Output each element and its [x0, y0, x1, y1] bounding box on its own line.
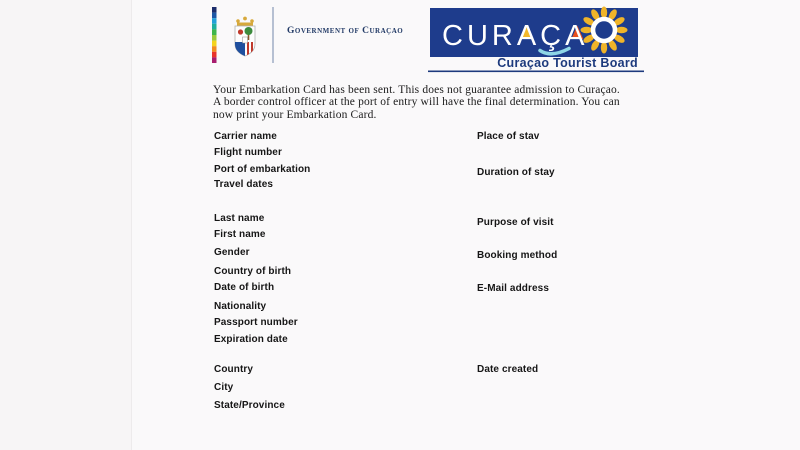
message-line: Your Embarkation Card has been sent. Thi… — [213, 84, 620, 96]
field-label-nationality: Nationality — [214, 301, 267, 312]
message-line: now print your Embarkation Card. — [213, 108, 377, 121]
field-label-date-of-birth: Date of birth — [214, 282, 275, 293]
government-of-curacao-label: Government of Curaçao — [287, 26, 404, 36]
field-label-travel-dates: Travel dates — [214, 179, 274, 190]
field-label-flight-number: Flight number — [214, 147, 282, 158]
curacao-wordmark: CURAÇA — [442, 20, 588, 52]
coat-of-arms-icon — [234, 16, 256, 57]
logo-divider — [272, 7, 274, 63]
confirmation-message: Your Embarkation Card has been sent. Thi… — [213, 84, 663, 121]
field-label-first-name: First name — [214, 229, 266, 240]
field-label-purpose-of-visit: Purpose of visit — [477, 217, 554, 228]
field-label-gender: Gender — [214, 247, 250, 258]
field-label-place-of-stay: Place of stav — [477, 131, 540, 142]
page-left-margin — [0, 0, 132, 450]
field-label-email-address: E-Mail address — [477, 283, 549, 294]
government-of-curacao-logo — [212, 7, 274, 63]
curacao-tourist-board-logo: CURAÇA Curaçao Tourist Board — [428, 6, 644, 73]
sun-icon — [580, 6, 628, 54]
field-label-state-province: State/Province — [214, 400, 285, 411]
logo-underline — [428, 70, 644, 73]
field-label-country-of-birth: Country of birth — [214, 266, 292, 277]
letter-a-yellow-accent — [521, 25, 534, 39]
message-line: A border control officer at the port of … — [213, 96, 620, 109]
field-label-duration-of-stay: Duration of stay — [477, 167, 555, 178]
field-label-booking-method: Booking method — [477, 250, 558, 261]
field-label-date-created: Date created — [477, 364, 539, 375]
field-label-city: City — [214, 382, 234, 393]
wave-icon — [538, 46, 571, 56]
rainbow-bar-icon — [212, 7, 217, 63]
sun-ring-icon — [590, 16, 618, 44]
field-label-port-of-embarkation: Port of embarkation — [214, 164, 311, 175]
field-label-country: Country — [214, 364, 254, 375]
field-label-carrier-name: Carrier name — [214, 131, 277, 142]
field-label-expiration-date: Expiration date — [214, 334, 288, 345]
field-label-passport-number: Passport number — [214, 317, 298, 328]
tourist-board-label: Curaçao Tourist Board — [497, 56, 638, 70]
field-label-last-name: Last name — [214, 213, 265, 224]
letter-a-red-accent — [571, 25, 584, 39]
